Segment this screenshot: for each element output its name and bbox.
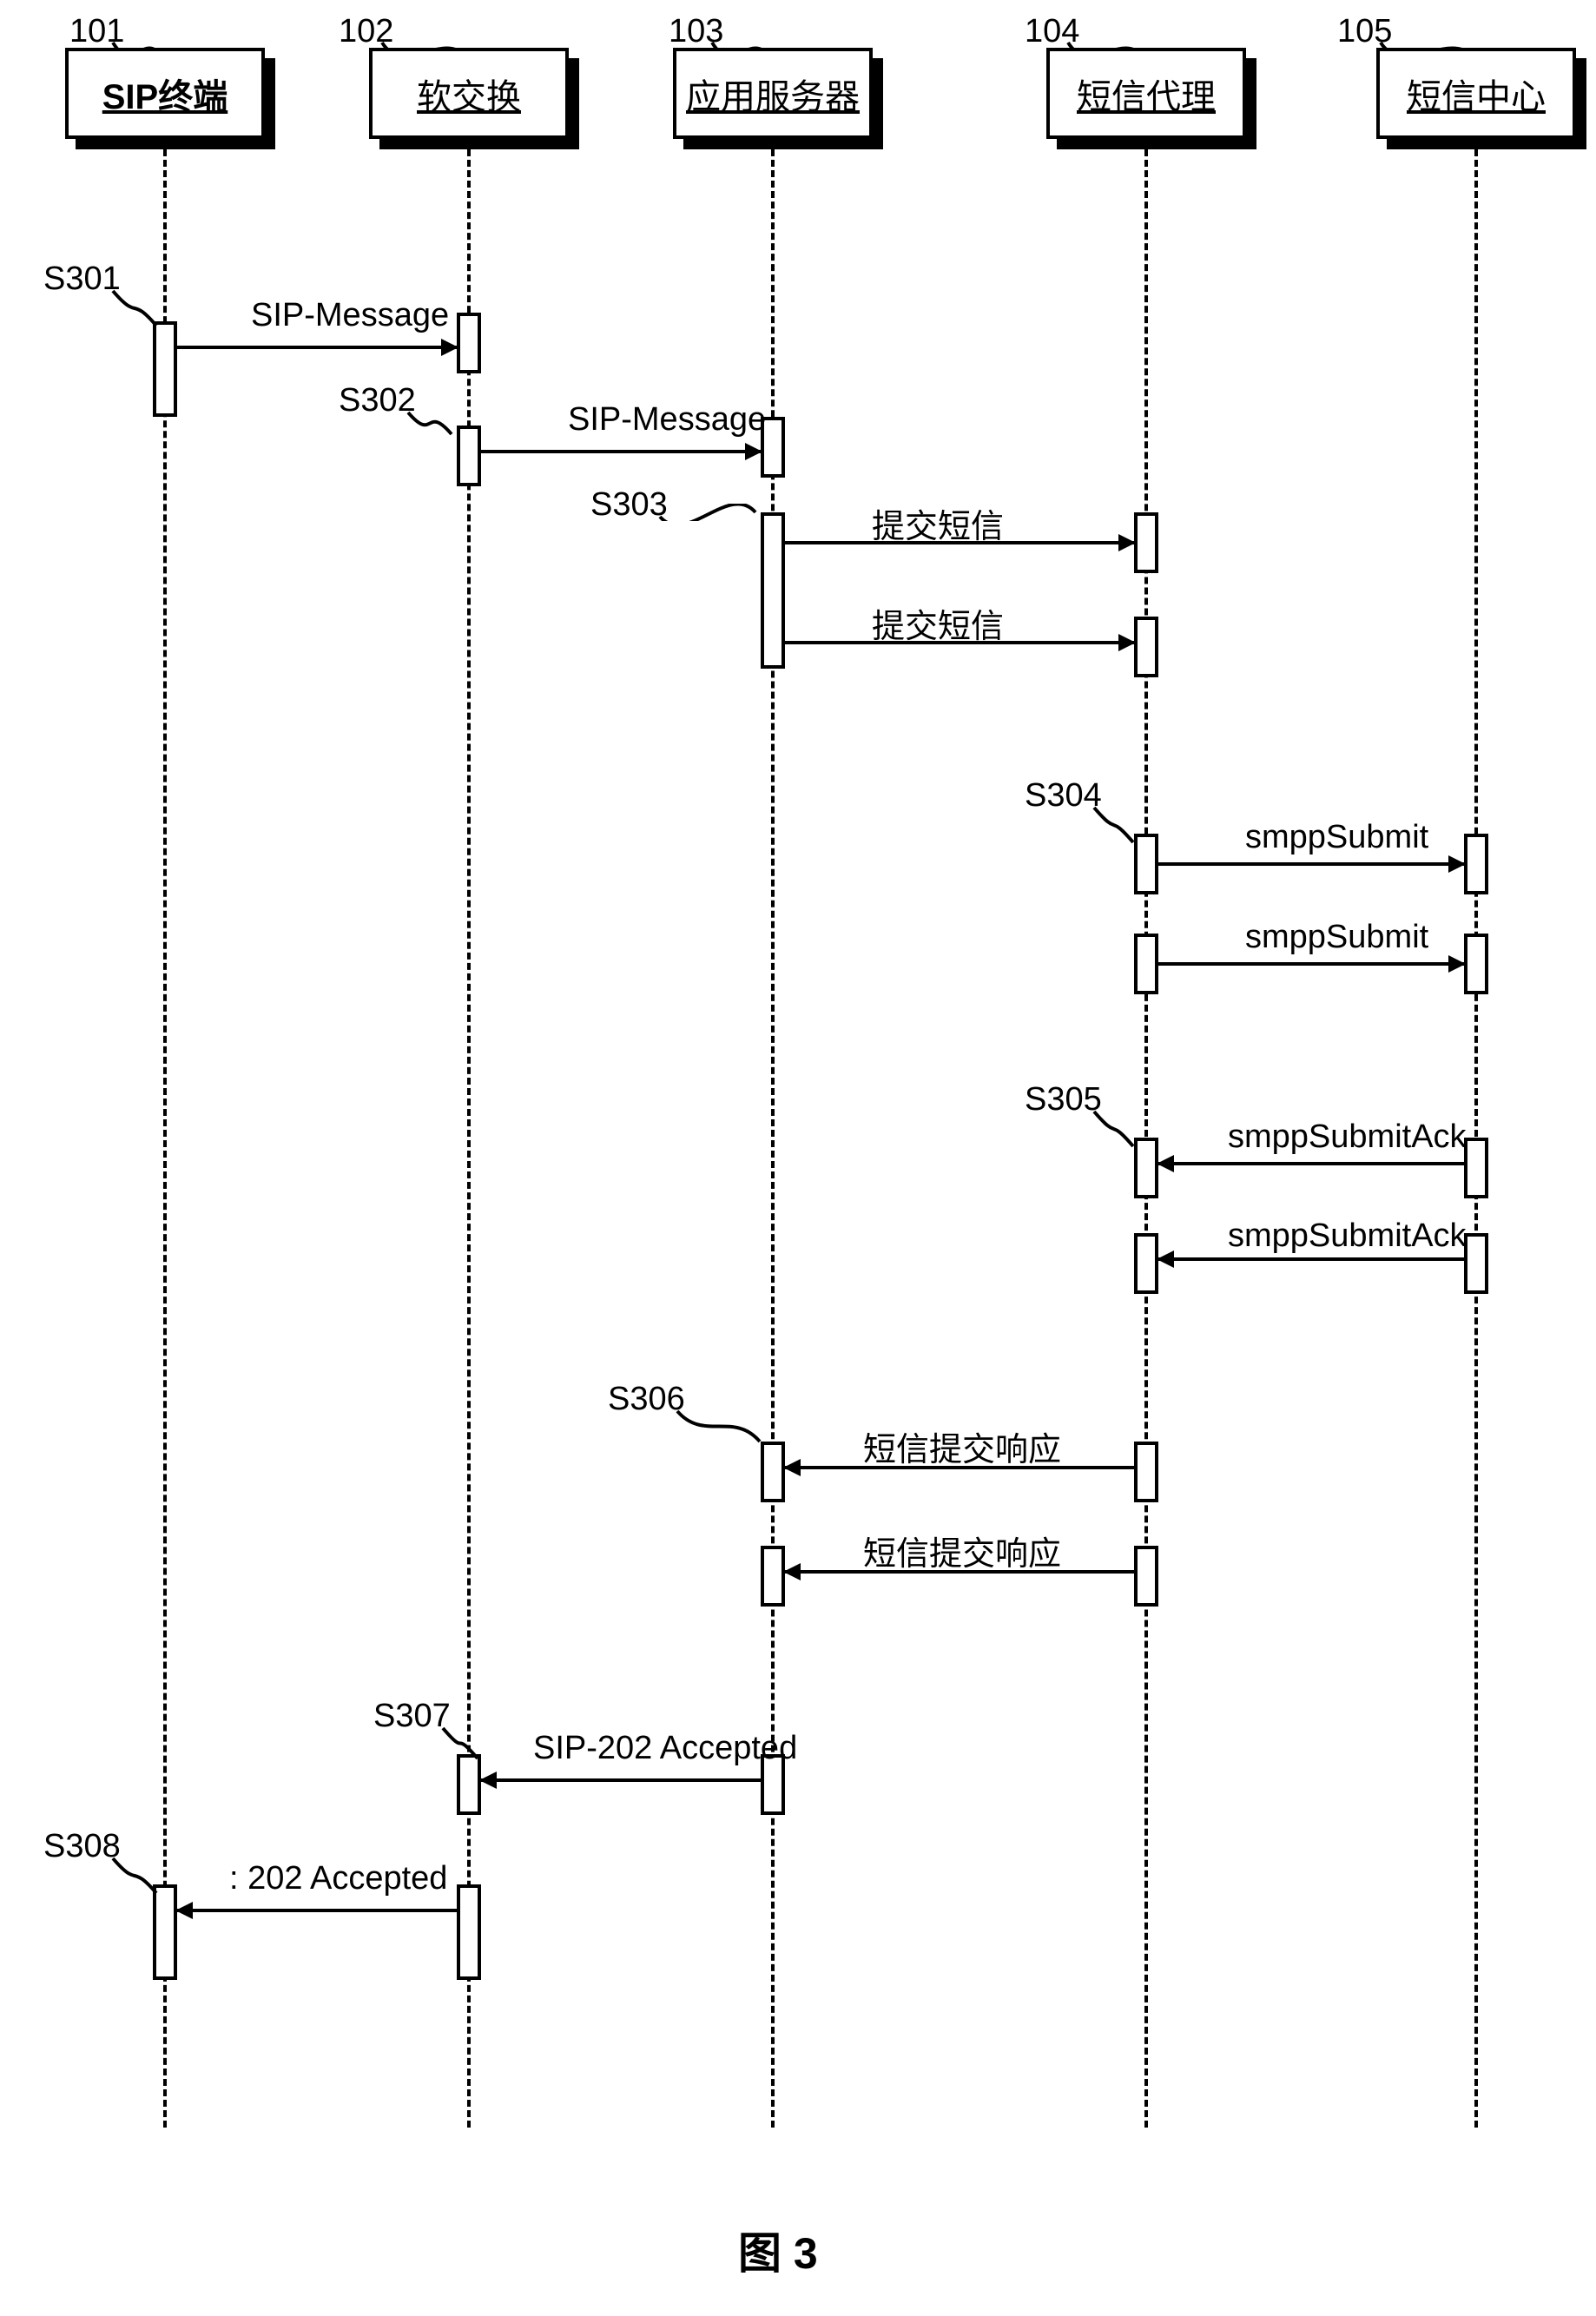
actor-label: 应用服务器 <box>686 69 860 119</box>
activation-bar <box>1134 934 1158 994</box>
activation-bar <box>1464 1138 1488 1198</box>
actor-box: 短信中心 <box>1376 48 1576 139</box>
step-connector <box>87 278 165 334</box>
message-arrow <box>1158 862 1464 866</box>
arrowhead-right-icon <box>1118 534 1136 551</box>
step-connector <box>382 399 460 443</box>
message-label: 短信提交响应 <box>863 1422 1061 1470</box>
step-connector <box>1068 795 1142 851</box>
message-label: 提交短信 <box>872 499 1004 547</box>
activation-bar <box>457 1884 481 1980</box>
arrowhead-left-icon <box>783 1563 801 1580</box>
message-arrow <box>481 450 761 453</box>
activation-bar <box>1134 1442 1158 1502</box>
arrowhead-left-icon <box>1157 1250 1174 1268</box>
figure-caption: 图 3 <box>738 2219 818 2281</box>
arrowhead-left-icon <box>783 1459 801 1476</box>
step-connector <box>1068 1099 1142 1155</box>
activation-bar <box>761 512 785 669</box>
message-arrow <box>1158 962 1464 966</box>
activation-bar <box>761 1442 785 1502</box>
message-label: smppSubmit <box>1245 919 1428 956</box>
activation-bar <box>1464 934 1488 994</box>
message-label: SIP-202 Accepted <box>533 1730 797 1767</box>
actor-label: SIP终端 <box>102 69 228 119</box>
message-label: smppSubmitAck <box>1228 1217 1467 1255</box>
arrowhead-right-icon <box>1448 855 1466 873</box>
activation-bar <box>1134 617 1158 677</box>
lifeline <box>1474 139 1478 2128</box>
step-connector <box>87 1845 165 1902</box>
actor-label: 短信中心 <box>1407 69 1546 119</box>
actor-box: 应用服务器 <box>673 48 873 139</box>
activation-bar <box>1464 834 1488 894</box>
step-connector <box>651 1398 768 1450</box>
arrowhead-left-icon <box>175 1902 193 1919</box>
message-label: 提交短信 <box>872 599 1004 647</box>
sequence-diagram: 101SIP终端102软交换103应用服务器104短信代理105短信中心SIP-… <box>0 0 1596 2316</box>
message-label: 短信提交响应 <box>863 1527 1061 1574</box>
lifeline <box>163 139 167 2128</box>
activation-bar <box>1134 512 1158 573</box>
actor-label: 软交换 <box>417 69 521 119</box>
arrowhead-right-icon <box>745 443 762 460</box>
activation-bar <box>1464 1233 1488 1294</box>
message-label: SIP-Message <box>251 297 449 334</box>
message-label: : 202 Accepted <box>229 1860 447 1897</box>
step-connector <box>634 504 764 521</box>
actor-label: 短信代理 <box>1077 69 1216 119</box>
message-arrow <box>1158 1162 1464 1165</box>
arrowhead-right-icon <box>1448 955 1466 973</box>
activation-bar <box>761 1546 785 1607</box>
message-arrow <box>177 346 457 349</box>
message-label: smppSubmit <box>1245 819 1428 856</box>
step-connector <box>417 1715 486 1767</box>
message-arrow <box>177 1909 457 1912</box>
lifeline <box>1144 139 1148 2128</box>
actor-box: SIP终端 <box>65 48 265 139</box>
message-label: smppSubmitAck <box>1228 1118 1467 1156</box>
activation-bar <box>457 313 481 373</box>
message-label: SIP-Message <box>568 401 766 439</box>
message-arrow <box>1158 1257 1464 1261</box>
arrowhead-left-icon <box>1157 1155 1174 1172</box>
arrowhead-left-icon <box>479 1772 497 1789</box>
activation-bar <box>153 321 177 417</box>
activation-bar <box>457 426 481 486</box>
actor-box: 软交换 <box>369 48 569 139</box>
actor-box: 短信代理 <box>1046 48 1246 139</box>
activation-bar <box>1134 1233 1158 1294</box>
arrowhead-right-icon <box>441 339 458 356</box>
arrowhead-right-icon <box>1118 634 1136 651</box>
activation-bar <box>1134 1546 1158 1607</box>
message-arrow <box>481 1778 761 1782</box>
